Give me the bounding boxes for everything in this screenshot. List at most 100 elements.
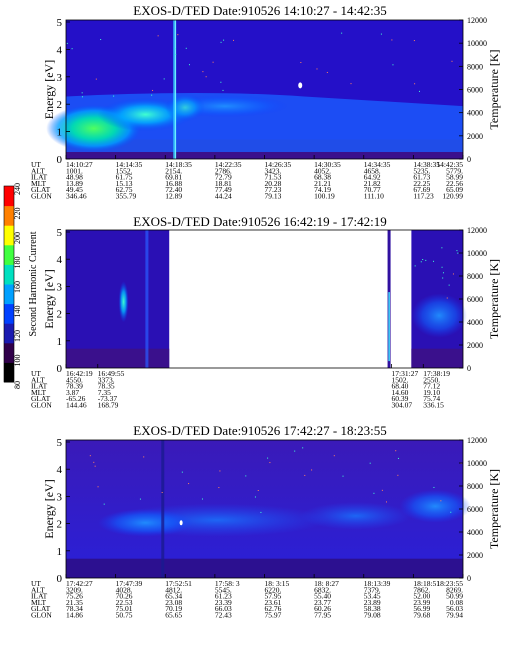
speckle-dot: [254, 496, 256, 498]
speckle-dot: [391, 39, 393, 41]
table-cell: 57.95: [265, 592, 282, 601]
speckle-dot: [440, 500, 442, 502]
colorbar-band: [4, 205, 14, 226]
y-tick-label: 5: [57, 17, 63, 29]
table-cell: 5545.: [215, 585, 232, 594]
speckle-dot: [100, 39, 102, 41]
colorbar-tick-label: 160: [13, 281, 22, 293]
speckle-dot: [420, 261, 422, 263]
table-cell: 67.69: [413, 185, 430, 194]
speckle-dot: [316, 68, 318, 70]
speckle-dot: [71, 48, 73, 50]
table-row-label: ILAT: [31, 173, 48, 182]
y2-tick-label: 8000: [467, 62, 483, 71]
y2-tick-label: 0: [467, 364, 471, 373]
table-cell: 23.61: [265, 598, 282, 607]
table-cell: 77.95: [314, 611, 331, 620]
speckle-dot: [342, 475, 344, 477]
table-cell: 18: 8:27: [314, 579, 339, 588]
y2-tick-label: 12000: [467, 226, 487, 235]
speckle-dot: [311, 469, 313, 471]
table-cell: 16:49:55: [98, 369, 125, 378]
speckle-dot: [441, 266, 443, 268]
table-cell: 14:30:35: [314, 160, 341, 169]
table-cell: 12.89: [165, 192, 182, 201]
table-cell: 3373.: [98, 375, 115, 384]
speckle-dot: [212, 61, 214, 63]
table-cell: 14:10:27: [66, 160, 93, 169]
table-cell: 14.86: [66, 611, 83, 620]
table-row-label: ILAT: [31, 592, 48, 601]
table-cell: 77.12: [423, 382, 440, 391]
y2-tick-label: 2000: [467, 551, 483, 560]
speckle-dot: [222, 89, 224, 91]
colorbar-band: [4, 284, 14, 305]
table-cell: 1502.: [392, 375, 409, 384]
table-cell: 6220.: [265, 585, 282, 594]
y-axis-label: Energy [eV]: [42, 60, 56, 119]
spectrogram-segment-1: [66, 230, 170, 368]
speckle-dot: [233, 39, 235, 41]
table-cell: 62.75: [116, 185, 133, 194]
table-cell: 69.81: [165, 173, 182, 182]
speckle-dot: [451, 60, 453, 62]
table-row-label: MLT: [31, 179, 47, 188]
y-axis-label: Energy [eV]: [42, 269, 56, 328]
spectrogram-warm-region: [97, 509, 194, 537]
table-cell: 17:42:27: [66, 579, 93, 588]
y2-tick-label: 8000: [467, 272, 483, 281]
speckle-dot: [93, 461, 95, 463]
speckle-dot: [373, 492, 375, 494]
y2-tick-label: 12000: [467, 16, 487, 25]
table-cell: 14:18:35: [165, 160, 192, 169]
table-cell: 53.45: [364, 592, 381, 601]
speckle-dot: [81, 92, 83, 94]
table-cell: 50.75: [116, 611, 133, 620]
speckle-dot: [163, 78, 165, 80]
table-row-label: ALT: [31, 166, 45, 175]
table-row-label: UT: [31, 160, 41, 169]
panel-2: EXOS-D/TED Date:910526 16:42:19 - 17:42:…: [31, 214, 501, 410]
speckle-dot: [66, 42, 68, 44]
y-tick-label: 2: [57, 309, 63, 321]
y-tick-label: 4: [57, 44, 63, 56]
y-tick-label: 0: [57, 154, 63, 166]
speckle-dot: [418, 90, 420, 92]
table-row-label: GLAT: [31, 394, 51, 403]
table-cell: 14:38:35: [413, 160, 440, 169]
table-cell: 17:38:19: [423, 369, 450, 378]
table-row-label: MLT: [31, 598, 47, 607]
table-cell: 117.23: [413, 192, 434, 201]
speckle-dot: [219, 470, 221, 472]
table-cell: 79.13: [265, 192, 282, 201]
y2-tick-label: 2000: [467, 341, 483, 350]
table-cell: 18: 3:15: [265, 579, 290, 588]
table-cell: 22.53: [116, 598, 133, 607]
y2-tick-label: 0: [467, 155, 471, 164]
table-cell: 17:47:39: [116, 579, 143, 588]
table-cell: 21.21: [314, 179, 331, 188]
y2-tick-label: 6000: [467, 295, 483, 304]
table-cell: 65.34: [165, 592, 182, 601]
table-cell: 111.10: [364, 192, 384, 201]
speckle-dot: [201, 498, 203, 500]
spectrogram-area: [66, 440, 471, 578]
panel-title: EXOS-D/TED Date:910526 17:42:27 - 18:23:…: [133, 423, 386, 438]
table-cell: 14:42:35: [436, 160, 463, 169]
table-cell: 78.35: [98, 382, 115, 391]
table-cell: 2154.: [165, 166, 182, 175]
y2-tick-label: 6000: [467, 86, 483, 95]
speckle-dot: [175, 53, 177, 55]
table-row-label: ALT: [31, 375, 45, 384]
table-cell: 16:42:19: [66, 369, 93, 378]
speckle-dot: [174, 48, 176, 50]
table-cell: 4658.: [364, 166, 381, 175]
table-cell: 14.60: [392, 388, 409, 397]
table-row-label: UT: [31, 369, 41, 378]
table-cell: 23.77: [314, 598, 331, 607]
speckle-dot: [161, 491, 163, 493]
table-cell: 6832.: [314, 585, 331, 594]
speckle-dot: [350, 83, 352, 85]
table-cell: 3.87: [66, 388, 79, 397]
